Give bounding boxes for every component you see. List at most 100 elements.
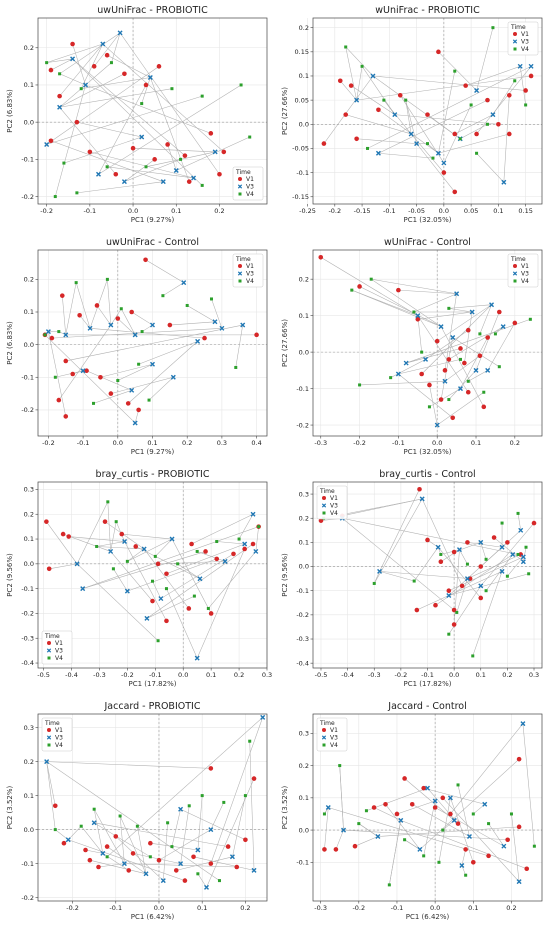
point-v3 [520,721,526,727]
point-v1 [66,534,72,539]
point-v1 [46,566,52,572]
point-v3 [459,863,465,869]
point-v3 [100,850,106,856]
trajectory-line [522,723,535,847]
legend-label: V4 [330,510,338,517]
point-v1 [182,878,188,883]
point-v1 [321,141,327,146]
y-axis-label: PC2 (3.52%) [281,785,289,829]
chart-uwunifrac-control: -0.2 -0.1 0.0 0.1 0.2 0.3 0.4 -0.2 -0.1 0.0 0.1 0.2… [6,237,268,456]
trajectory-line [342,518,455,611]
legend-title: Time [510,256,526,263]
trajectory-line [377,826,520,837]
x-tick-label: 0.1 [493,207,503,215]
trajectory-line [180,808,246,841]
point-v1 [486,853,491,859]
trajectory-line [143,548,190,609]
point-v4 [170,87,174,91]
trajectory-line [383,99,412,135]
trajectory-line [82,526,259,589]
point-v1 [98,374,103,380]
y-tick-label: -0.1 [21,585,34,593]
point-v4 [466,379,470,383]
y-tick-label: -0.2 [21,406,34,414]
y-tick-label: 0.1 [299,72,309,80]
x-tick-label: -0.1 [392,439,405,447]
point-v3 [510,551,516,557]
point-v4 [243,794,247,798]
y-axis-label: PC2 (9.56%) [6,553,14,597]
trajectory-line [59,43,104,97]
point-v4 [431,156,435,160]
point-v1 [129,309,134,315]
point-v1 [52,803,58,809]
point-v1 [436,49,441,55]
point-v1 [231,551,236,557]
point-v3 [341,827,347,833]
trajectory-line [210,802,225,830]
point-v4 [528,317,532,321]
point-v4 [105,855,109,859]
trajectory-line [96,541,125,547]
series-v4 [45,61,252,199]
point-v3 [132,420,138,426]
trajectory-line [400,820,527,870]
point-v3 [194,655,200,661]
x-tick-label: -0.2 [352,904,365,912]
point-v1 [402,776,407,781]
y-tick-label: 0.2 [299,275,309,283]
point-v1 [202,335,207,341]
trajectories [46,32,250,197]
x-tick-label: -0.4 [341,671,354,679]
point-v1 [113,834,119,839]
point-v4 [79,824,83,828]
point-v1 [397,92,403,98]
legend-marker-v1 [47,641,51,645]
plot-area [38,482,267,668]
point-v4 [527,572,531,576]
trajectory-line [107,166,194,179]
point-v4 [92,401,96,405]
y-tick-label: -0.3 [296,635,309,643]
point-v1 [113,171,119,177]
trajectory-line [111,32,121,63]
y-tick-label: 0.15 [295,48,309,56]
point-v4 [75,191,79,195]
point-v4 [357,822,361,826]
x-tick-label: -0.2 [328,207,341,215]
point-v1 [60,531,66,537]
point-v1 [452,189,458,195]
trajectory-line [50,58,73,71]
x-tick-label: -0.05 [408,207,425,215]
trajectory-line [94,822,229,847]
trajectory-line [448,304,492,309]
trajectory-line [406,348,461,364]
point-v4 [389,376,393,380]
point-v4 [497,365,501,369]
point-v4 [412,310,416,314]
point-v4 [43,333,47,337]
x-tick-label: 0.1 [471,439,481,447]
point-v4 [248,135,252,139]
grid [38,714,267,901]
x-tick-label: -0.15 [354,207,371,215]
point-v4 [135,824,139,828]
point-v4 [500,521,504,525]
point-v1 [478,595,484,601]
trajectory-line [437,392,484,426]
point-v1 [451,607,457,613]
trajectory-line [110,308,122,326]
trajectory-line [390,359,426,378]
point-v1 [221,149,227,155]
trajectory-line [113,568,128,592]
x-axis-label: PC1 (17.82%) [129,680,177,688]
trajectory-line [155,538,173,557]
point-v4 [475,151,479,155]
trajectory-line [378,109,439,154]
point-v4 [248,739,252,743]
grid [313,714,542,901]
x-tick-label: 0.3 [262,671,272,679]
point-v4 [53,195,57,199]
point-v1 [77,312,82,318]
point-v1 [419,371,424,377]
